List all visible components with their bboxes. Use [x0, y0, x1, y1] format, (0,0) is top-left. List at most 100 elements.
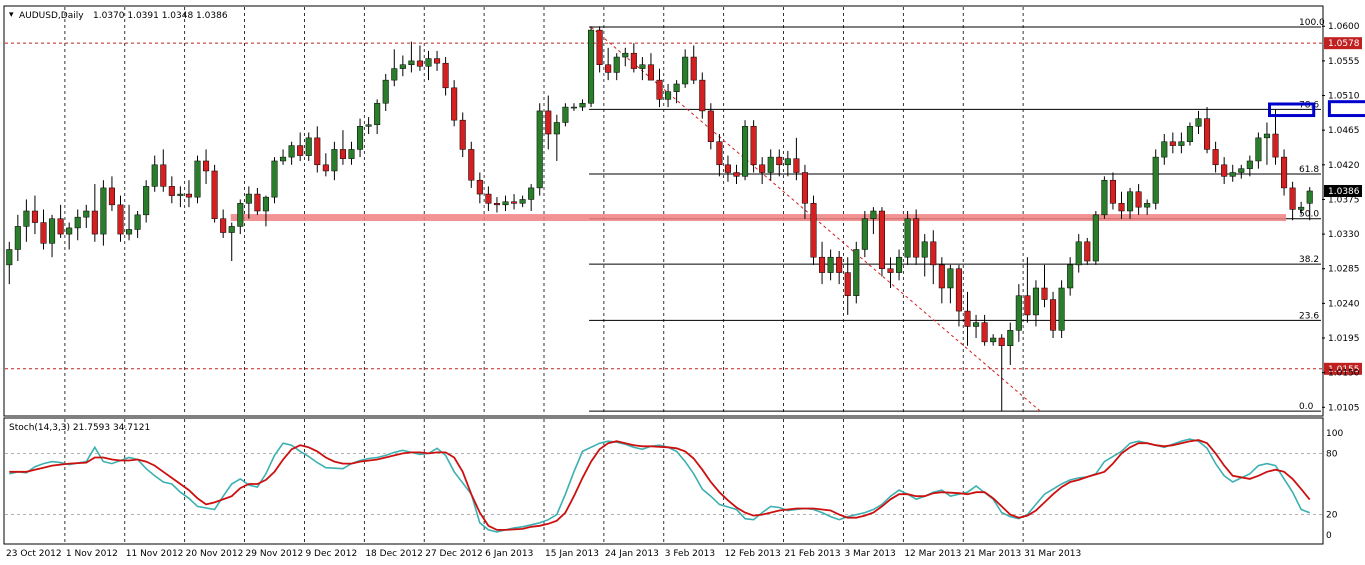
candle-body: [870, 210, 877, 219]
candle-body: [177, 193, 184, 196]
candle-body: [493, 203, 500, 206]
candle-body: [622, 52, 629, 58]
candle-body: [553, 122, 560, 135]
candle-body: [31, 210, 38, 223]
candle-body: [904, 218, 911, 258]
candle-body: [1032, 287, 1039, 316]
candle-body: [1272, 133, 1279, 158]
candle-body: [117, 204, 124, 235]
time-axis: 23 Oct 2012 1 Nov 2012 11 Nov 2012 20 Nov 2…: [6, 549, 1081, 559]
candle-body: [759, 164, 766, 173]
y-tick-label: 1.0195: [1328, 334, 1360, 344]
candle-body: [673, 83, 680, 92]
candle-body: [742, 126, 749, 177]
candle-body: [108, 187, 115, 206]
stoch-signal-line: [9, 439, 1311, 531]
x-tick-label: 6 Jan 2013: [485, 549, 533, 559]
x-tick-label: 15 Jan 2013: [545, 549, 599, 559]
double-top-box: [1268, 102, 1316, 118]
x-tick-label: 9 Dec 2012: [305, 549, 357, 559]
candle-body: [819, 256, 826, 273]
candle-body: [1007, 330, 1014, 346]
candle-body: [1084, 241, 1091, 262]
candle-body: [1204, 118, 1211, 150]
x-tick-label: 3 Feb 2013: [665, 549, 715, 559]
stoch-y-label: 20: [1326, 511, 1338, 521]
support-zone: [230, 214, 1287, 222]
candle-body: [1144, 203, 1151, 208]
y-tick-label: 1.0285: [1328, 265, 1360, 275]
candle-body: [365, 124, 372, 127]
y-tick-label: 1.0465: [1328, 126, 1360, 136]
candle-body: [143, 186, 150, 216]
x-tick-label: 23 Oct 2012: [6, 549, 62, 559]
candle-body: [1195, 118, 1202, 127]
candle-body: [1298, 206, 1305, 210]
fib-level-label: 38.2: [1299, 255, 1319, 265]
candle-body: [168, 186, 175, 196]
stoch-y-label: 100: [1326, 429, 1343, 439]
candle-body: [1229, 172, 1236, 177]
stoch-y-label: 80: [1326, 449, 1338, 459]
candle-body: [511, 201, 518, 204]
candle-body: [528, 187, 535, 200]
candle-body: [23, 210, 30, 227]
candle-body: [844, 272, 851, 296]
candle-body: [588, 29, 595, 104]
candle-body: [151, 164, 158, 187]
candle-body: [570, 106, 577, 109]
candle-body: [562, 106, 569, 123]
candle-body: [767, 156, 774, 173]
x-tick-label: 24 Jan 2013: [605, 549, 659, 559]
chart-title-arrow: ▾: [9, 10, 14, 20]
x-tick-label: 12 Mar 2013: [904, 549, 961, 559]
candle-body: [776, 156, 783, 166]
candle-body: [126, 229, 133, 235]
candle-body: [990, 337, 997, 343]
stoch-y-label: 0: [1326, 531, 1332, 541]
candle-body: [1101, 179, 1108, 216]
candle-body: [1263, 133, 1270, 139]
candle-body: [66, 227, 73, 235]
candle-body: [49, 218, 56, 244]
candle-body: [1255, 137, 1262, 162]
candlesticks: [6, 26, 1313, 412]
chart-title: AUDUSD,Daily: [19, 11, 84, 21]
candle-body: [665, 91, 672, 100]
candle-body: [160, 164, 167, 187]
candle-body: [1127, 191, 1134, 212]
candle-body: [827, 256, 834, 273]
double-top-boxes: [1268, 100, 1365, 118]
x-tick-label: 20 Nov 2012: [186, 549, 244, 559]
candle-body: [100, 187, 107, 235]
candle-body: [1041, 287, 1048, 300]
candle-body: [998, 337, 1005, 346]
candle-body: [271, 160, 278, 198]
price-axis: 1.06001.05551.05101.04651.04201.03751.03…: [1322, 22, 1362, 413]
x-tick-label: 29 Nov 2012: [246, 549, 304, 559]
candle-body: [476, 179, 483, 195]
candle-body: [288, 145, 295, 158]
candle-body: [314, 137, 321, 166]
candle-body: [793, 158, 800, 173]
candle-body: [203, 160, 210, 172]
candle-body: [579, 102, 586, 108]
candle-body: [237, 203, 244, 227]
fib-level-label: 100.0: [1299, 18, 1325, 28]
candle-body: [536, 110, 543, 189]
candle-body: [955, 268, 962, 312]
candle-body: [6, 249, 13, 266]
double-top-box: [1327, 100, 1365, 118]
candle-body: [1289, 187, 1296, 210]
ohlc-readout: 1.0370 1.0391 1.0348 1.0386: [93, 11, 228, 21]
candle-body: [83, 210, 90, 218]
candle-body: [134, 214, 141, 230]
candle-body: [519, 199, 526, 204]
candle-body: [185, 193, 192, 198]
candle-body: [1067, 264, 1074, 289]
price-level-tag: [1324, 362, 1362, 375]
candle-body: [254, 193, 261, 212]
candle-body: [810, 203, 817, 258]
candle-body: [502, 201, 509, 206]
price-level-label: 1.0155: [1328, 365, 1360, 375]
